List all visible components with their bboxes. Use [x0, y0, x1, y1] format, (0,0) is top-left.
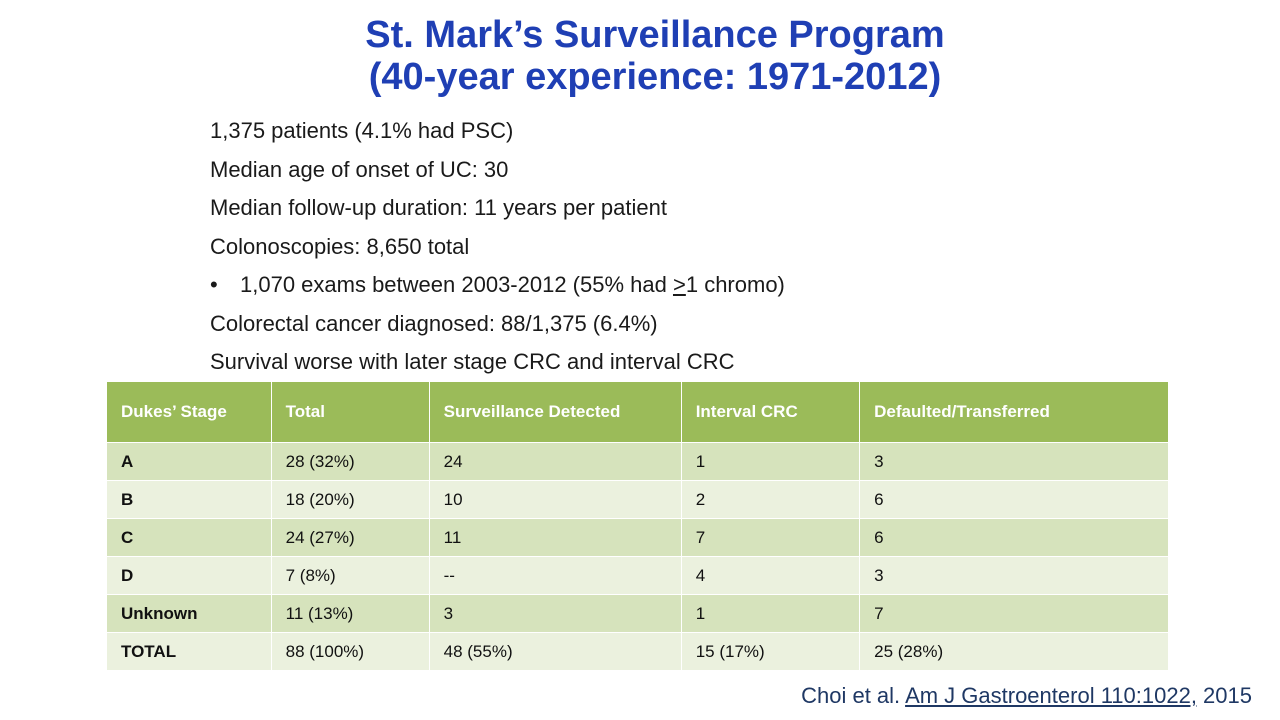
greater-equal-symbol: > [672, 272, 686, 297]
title-line-2: (40-year experience: 1971-2012) [368, 56, 942, 98]
followup-item: Median follow-up duration: 11 years per … [210, 195, 667, 220]
cell-total: 28 (32%) [270, 442, 430, 481]
cell-total: 18 (20%) [270, 480, 430, 519]
header-total: Total [270, 381, 430, 443]
slide-title: St. Mark’s Surveillance Program (40-year… [0, 14, 1280, 98]
exams-text-prefix: 1,070 exams between 2003-2012 (55% had [240, 272, 673, 297]
header-defaulted-transferred: Defaulted/Transferred [859, 381, 1169, 443]
table-header-row: Dukes’ Stage Total Surveillance Detected… [106, 381, 1169, 443]
cell-stage: B [106, 480, 272, 519]
cell-defaulted: 7 [859, 594, 1169, 633]
cell-stage: Unknown [106, 594, 272, 633]
citation-year: 2015 [1196, 683, 1252, 708]
header-interval-crc: Interval CRC [680, 381, 861, 443]
summary-list: 1,375 patients (4.1% had PSC) Median age… [210, 112, 785, 382]
exams-item: • 1,070 exams between 2003-2012 (55% had … [210, 266, 785, 305]
cell-defaulted: 6 [859, 518, 1169, 557]
title-line-1: St. Mark’s Surveillance Program [365, 14, 945, 56]
table-row: Unknown 11 (13%) 3 1 7 [106, 594, 1169, 633]
cell-surveillance: 11 [428, 518, 682, 557]
patients-item: 1,375 patients (4.1% had PSC) [210, 118, 514, 143]
cell-stage: A [106, 442, 272, 481]
header-dukes-stage: Dukes’ Stage [106, 381, 272, 443]
bullet-dot: • [210, 272, 218, 297]
median-age-item: Median age of onset of UC: 30 [210, 156, 509, 182]
cell-surveillance: 3 [428, 594, 682, 633]
cell-total: 7 (8%) [270, 556, 430, 595]
cell-surveillance: 48 (55%) [428, 632, 682, 671]
cell-stage: D [106, 556, 272, 595]
cell-interval: 2 [680, 480, 861, 519]
dukes-stage-table: Dukes’ Stage Total Surveillance Detected… [106, 381, 1169, 671]
header-surveillance-detected: Surveillance Detected [428, 381, 682, 443]
citation: Choi et al. Am J Gastroenterol 110:1022,… [801, 683, 1252, 709]
table-row: C 24 (27%) 11 7 6 [106, 518, 1169, 557]
cell-defaulted: 3 [859, 442, 1169, 481]
cell-total: 11 (13%) [270, 594, 430, 633]
cell-stage: C [106, 518, 272, 557]
crc-item: Colorectal cancer diagnosed: 88/1,375 (6… [210, 310, 658, 336]
cell-interval: 7 [680, 518, 861, 557]
survival-item: Survival worse with later stage CRC and … [210, 349, 735, 374]
cell-surveillance: -- [428, 556, 682, 595]
table-row: A 28 (32%) 24 1 3 [106, 442, 1169, 481]
cell-interval: 4 [680, 556, 861, 595]
colonoscopies-item: Colonoscopies: 8,650 total [210, 233, 470, 259]
cell-interval: 1 [680, 594, 861, 633]
cell-interval: 15 (17%) [680, 632, 861, 671]
cell-surveillance: 10 [428, 480, 682, 519]
cell-defaulted: 25 (28%) [859, 632, 1169, 671]
table-row: TOTAL 88 (100%) 48 (55%) 15 (17%) 25 (28… [106, 632, 1169, 671]
cell-surveillance: 24 [428, 442, 682, 481]
exams-text-suffix: 1 chromo) [685, 272, 785, 297]
cell-stage: TOTAL [106, 632, 272, 671]
table-row: D 7 (8%) -- 4 3 [106, 556, 1169, 595]
cell-total: 88 (100%) [270, 632, 430, 671]
cell-total: 24 (27%) [270, 518, 430, 557]
cell-defaulted: 6 [859, 480, 1169, 519]
cell-defaulted: 3 [859, 556, 1169, 595]
cell-interval: 1 [680, 442, 861, 481]
citation-authors: Choi et al. [801, 683, 906, 708]
citation-journal-link[interactable]: Am J Gastroenterol 110:1022, [905, 683, 1197, 708]
table-row: B 18 (20%) 10 2 6 [106, 480, 1169, 519]
